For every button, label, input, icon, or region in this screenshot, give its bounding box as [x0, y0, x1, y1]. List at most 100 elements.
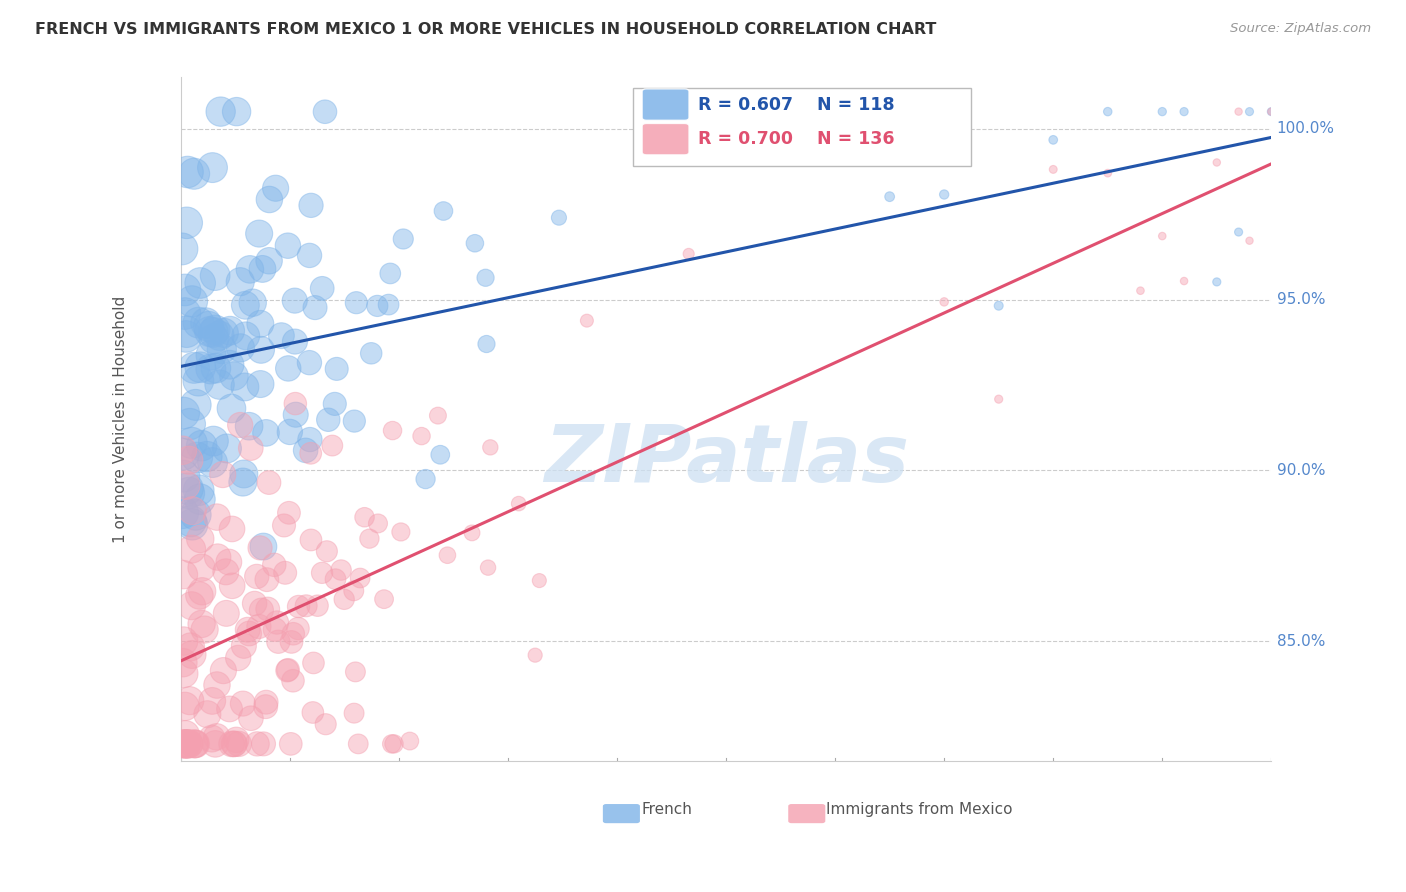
Point — [1173, 104, 1195, 119]
Point — [281, 673, 304, 688]
Point — [184, 398, 207, 412]
Point — [181, 648, 204, 662]
Point — [202, 332, 225, 346]
Point — [294, 443, 316, 458]
Point — [205, 510, 228, 524]
Text: 1 or more Vehicles in Household: 1 or more Vehicles in Household — [114, 295, 128, 543]
Point — [270, 328, 292, 343]
Point — [187, 316, 209, 330]
Point — [188, 492, 211, 507]
Point — [211, 342, 233, 356]
Point — [187, 374, 209, 388]
Point — [464, 236, 486, 251]
Point — [1260, 104, 1282, 119]
Point — [236, 623, 259, 637]
Point — [224, 737, 246, 751]
Point — [267, 634, 290, 648]
Text: French: French — [641, 802, 692, 817]
Point — [202, 434, 225, 449]
Point — [343, 583, 366, 598]
Point — [215, 565, 238, 579]
Point — [311, 566, 333, 580]
Point — [232, 697, 254, 711]
Point — [211, 467, 233, 482]
Point — [252, 540, 274, 554]
Point — [436, 548, 458, 562]
Point — [177, 737, 200, 751]
Point — [287, 622, 309, 636]
Point — [229, 275, 252, 289]
Point — [181, 294, 204, 309]
Point — [429, 448, 451, 462]
Point — [1042, 133, 1064, 147]
Point — [235, 328, 257, 343]
FancyBboxPatch shape — [633, 87, 972, 166]
Point — [200, 362, 222, 376]
Point — [934, 187, 956, 202]
Point — [353, 510, 375, 524]
Point — [180, 599, 202, 613]
Point — [277, 238, 299, 252]
Point — [343, 706, 366, 721]
Point — [264, 623, 287, 637]
Point — [190, 560, 212, 574]
Point — [180, 542, 202, 557]
Point — [273, 518, 295, 533]
Point — [207, 550, 229, 565]
Point — [173, 406, 195, 420]
Point — [304, 301, 326, 315]
Point — [330, 563, 353, 577]
Point — [239, 262, 262, 277]
Point — [176, 325, 198, 339]
Point — [201, 694, 224, 708]
Point — [360, 346, 382, 360]
Point — [208, 328, 231, 343]
Text: Immigrants from Mexico: Immigrants from Mexico — [827, 802, 1012, 817]
Point — [316, 413, 339, 427]
Point — [186, 450, 208, 465]
Point — [201, 456, 224, 470]
Point — [575, 313, 598, 327]
Point — [323, 397, 346, 411]
Point — [280, 737, 302, 751]
Point — [250, 343, 273, 357]
Point — [1129, 284, 1152, 298]
Point — [1260, 104, 1282, 119]
Point — [249, 541, 271, 555]
Point — [238, 626, 260, 640]
Point — [252, 737, 274, 751]
Point — [1205, 275, 1227, 289]
Point — [174, 478, 197, 492]
Text: 85.0%: 85.0% — [1277, 634, 1324, 648]
Point — [1097, 104, 1119, 119]
Point — [222, 369, 245, 384]
Point — [284, 293, 307, 308]
Point — [254, 695, 277, 709]
Point — [1097, 166, 1119, 180]
Point — [475, 337, 498, 351]
Point — [226, 651, 249, 665]
Point — [173, 737, 195, 751]
Text: 90.0%: 90.0% — [1277, 463, 1326, 478]
Point — [221, 737, 243, 751]
Point — [201, 161, 224, 175]
Point — [194, 316, 217, 330]
Point — [256, 602, 278, 616]
Point — [212, 326, 235, 340]
Point — [188, 589, 211, 603]
Point — [380, 267, 402, 281]
FancyBboxPatch shape — [789, 804, 825, 823]
Point — [243, 597, 266, 611]
Point — [246, 737, 269, 751]
Point — [283, 626, 305, 640]
Point — [987, 392, 1010, 406]
Point — [225, 732, 247, 747]
Point — [333, 592, 356, 607]
Point — [228, 737, 250, 751]
Point — [315, 717, 337, 731]
Point — [172, 567, 194, 582]
Point — [479, 441, 502, 455]
Point — [315, 544, 337, 558]
Point — [209, 104, 232, 119]
Point — [284, 408, 307, 422]
